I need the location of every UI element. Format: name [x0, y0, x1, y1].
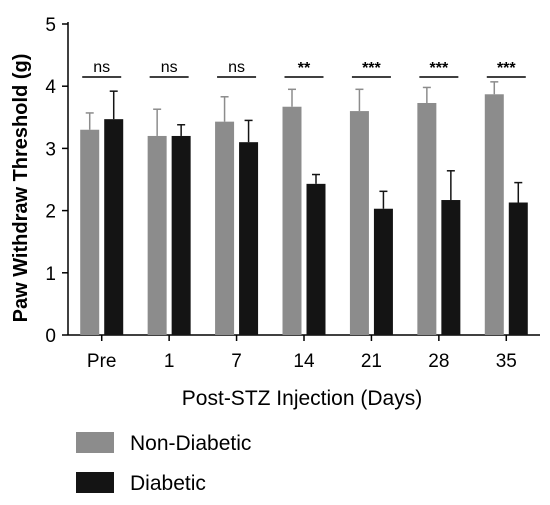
bar-non-diabetic [417, 102, 437, 335]
significance-label: *** [497, 60, 516, 77]
bar-diabetic [239, 142, 259, 335]
bars [80, 81, 528, 336]
bar-diabetic [441, 200, 461, 335]
y-axis-title: Paw Withdraw Threshold (g) [10, 54, 32, 323]
bar-diabetic [104, 119, 124, 335]
y-tick-label: 1 [45, 264, 56, 285]
legend: Non-Diabetic Diabetic [76, 432, 251, 495]
y-tick-label: 5 [45, 15, 56, 36]
legend-label-non-diabetic: Non-Diabetic [130, 432, 251, 455]
significance-label: ** [298, 60, 311, 77]
significance-label: *** [362, 60, 381, 77]
y-tick-label: 3 [45, 139, 56, 160]
bar-diabetic [373, 208, 393, 335]
bar-diabetic [171, 135, 191, 335]
y-axis: 0 1 2 3 4 5 [45, 15, 69, 347]
bar-diabetic [306, 183, 326, 335]
x-tick-label: 1 [164, 351, 175, 372]
significance-label: ns [161, 59, 178, 76]
bar-non-diabetic [215, 121, 235, 336]
x-tick-label: 28 [428, 351, 449, 372]
bar-non-diabetic [80, 129, 100, 335]
bar-non-diabetic [349, 111, 369, 335]
x-tick-label: Pre [87, 351, 117, 372]
bar-non-diabetic [484, 94, 504, 335]
x-tick-label: 7 [231, 351, 242, 372]
legend-swatch-non-diabetic [76, 432, 114, 453]
y-tick-label: 2 [45, 202, 56, 223]
x-tick-label: 14 [293, 351, 315, 372]
significance-label: ns [93, 59, 110, 76]
significance-label: ns [228, 59, 245, 76]
x-tick-label: 21 [361, 351, 382, 372]
x-axis: Pre 1 7 14 21 28 35 [68, 334, 540, 372]
significance-markers: ns ns ns ** *** *** *** [82, 59, 526, 78]
y-tick-label: 0 [45, 326, 56, 347]
bar-non-diabetic [147, 135, 167, 335]
y-tick-label: 4 [45, 77, 56, 98]
x-tick-label: 35 [496, 351, 517, 372]
bar-diabetic [508, 202, 528, 335]
legend-label-diabetic: Diabetic [130, 472, 206, 495]
legend-swatch-diabetic [76, 472, 114, 493]
bar-non-diabetic [282, 106, 302, 335]
significance-label: *** [430, 60, 449, 77]
x-axis-title: Post-STZ Injection (Days) [182, 387, 422, 410]
